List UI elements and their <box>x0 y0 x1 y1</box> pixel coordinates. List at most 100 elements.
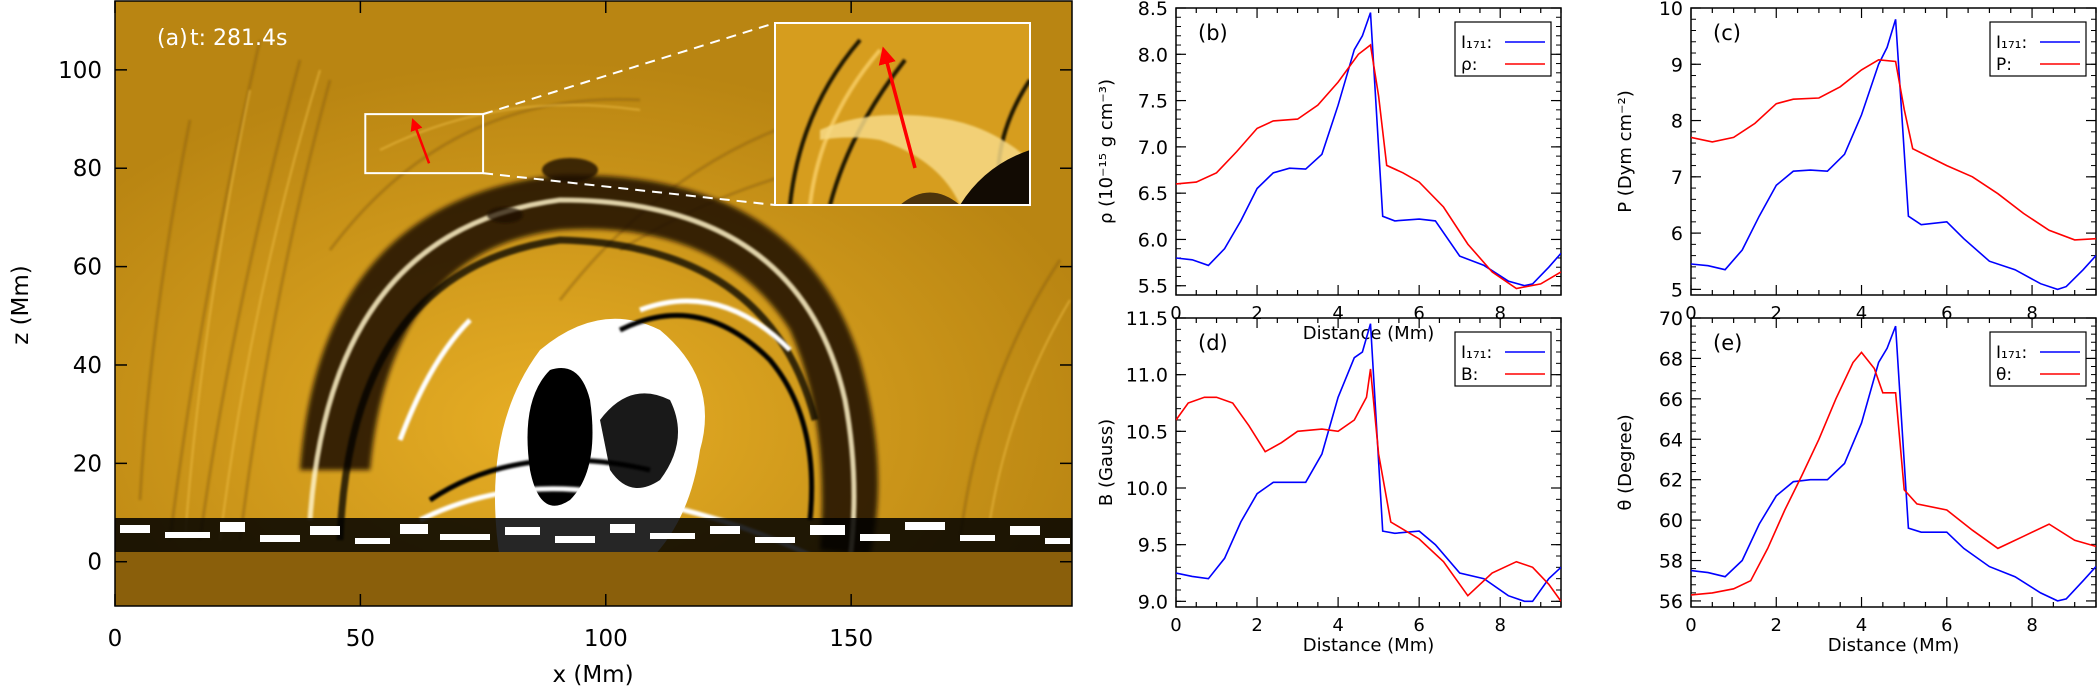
panel-d-xtick-label: 0 <box>1170 615 1181 636</box>
panel-d-ytick-label: 10.5 <box>1126 421 1168 443</box>
panel-b-ytick-label: 6.5 <box>1138 183 1168 205</box>
panel-b-ylabel: ρ (10⁻¹⁵ g cm⁻³) <box>1096 79 1117 224</box>
panel-d-ytick-label: 10.0 <box>1126 478 1168 500</box>
panel-b-ytick-label: 7.5 <box>1138 91 1168 113</box>
panel-e-series-i171-line <box>1691 325 2096 602</box>
panel-c-legend-box <box>1989 21 2087 77</box>
panel-b-legend-box <box>1454 21 1552 77</box>
panel-d-ytick-label: 11.0 <box>1126 365 1168 387</box>
panel-e-ylabel: θ (Degree) <box>1615 414 1636 510</box>
panel-c-ytick-label: 8 <box>1671 111 1683 133</box>
panel-e-xtick-label: 2 <box>1771 615 1782 636</box>
panel-c-xtick-label: 4 <box>1856 303 1867 324</box>
panel-e-ytick-label: 56 <box>1659 591 1683 613</box>
panel-b-xtick-label: 4 <box>1332 303 1343 324</box>
panel-b-ytick-label: 5.5 <box>1138 276 1168 298</box>
panel-b-series-i171-line <box>1176 12 1561 287</box>
panel-d-label: (d) <box>1198 331 1228 355</box>
panel-a-ytick-label: 0 <box>87 550 102 576</box>
panel-b-xtick-label: 6 <box>1413 303 1424 324</box>
panel-c-series-group <box>1691 19 2096 291</box>
panel-e-xlabel: Distance (Mm) <box>1828 635 1960 656</box>
zoom-connector-bottom <box>482 172 776 206</box>
panel-d-xtick-label: 6 <box>1413 615 1424 636</box>
panel-a-ylabel: z (Mm) <box>8 265 34 345</box>
panel-c-ytick-label: 6 <box>1671 223 1683 245</box>
panel-d-series-i171-line <box>1176 323 1561 603</box>
panel-b-legend-label: ρ: <box>1461 55 1478 75</box>
panel-e-ytick-label: 64 <box>1659 429 1683 451</box>
panel-a-ytick-label: 80 <box>73 156 102 182</box>
panel-b-frame <box>1175 7 1562 296</box>
panel-d-xlabel: Distance (Mm) <box>1303 635 1435 656</box>
panel-e-xtick-label: 0 <box>1685 615 1696 636</box>
zoom-box <box>364 113 485 175</box>
panel-a-xtick-label: 50 <box>346 626 375 652</box>
panel-c-ytick-label: 5 <box>1671 279 1683 301</box>
panel-a: (a) t: 281.4s 0 50 100 150 0 20 40 60 80 100 x (M… <box>8 0 1073 688</box>
zoom-inset-frame <box>774 22 1031 206</box>
panel-e-legend-box <box>1989 331 2087 387</box>
zoom-inset-arrow <box>878 46 917 169</box>
panel-d: 0 2 4 6 8 9.0 9.5 10.0 10.5 11.0 11.5 I₁₇₁:B: (d) Dis… <box>1096 308 1562 656</box>
panel-b-series-group <box>1176 12 1561 290</box>
panel-b: 0 2 4 6 85.56.06.57.07.58.08.5I₁₇₁:ρ:(b)Dist… <box>1096 0 1562 344</box>
panel-c-legend-label: P: <box>1996 55 2012 75</box>
panel-c-legend-label: I₁₇₁: <box>1996 33 2027 53</box>
panel-d-frame <box>1175 317 1562 608</box>
panel-b-xtick-label: 2 <box>1251 303 1262 324</box>
panel-e-ytick-label: 62 <box>1659 470 1683 492</box>
panel-a-ytick-label: 60 <box>73 255 102 281</box>
panel-d-ytick-label: 11.5 <box>1126 308 1168 330</box>
panel-e-xtick-label: 4 <box>1856 615 1867 636</box>
panel-b-xtick-label: 8 <box>1494 303 1505 324</box>
panel-e-legend-label: θ: <box>1996 365 2012 385</box>
panel-b-series-param-line <box>1176 43 1561 290</box>
panel-d-series-param-line <box>1176 368 1561 602</box>
panel-c-xtick-label: 6 <box>1941 303 1952 324</box>
panel-a-ytick-label: 40 <box>73 353 102 379</box>
panel-a-xtick-label: 100 <box>584 626 628 652</box>
panel-a-xtick-label: 0 <box>108 626 123 652</box>
panel-c-ytick-label: 7 <box>1671 167 1683 189</box>
panel-c: 0 2 4 6 8 5 6 7 8 9 10 I₁₇₁:P: (c) P (Dym cm⁻²) <box>1615 0 2097 324</box>
panel-d-xtick-label: 2 <box>1251 615 1262 636</box>
panel-e-ytick-label: 68 <box>1659 348 1683 370</box>
panel-a-ytick-label: 20 <box>73 451 102 477</box>
panel-c-frame <box>1690 7 2097 296</box>
panel-e-ytick-label: 70 <box>1659 308 1683 330</box>
panel-a-frame <box>114 0 1073 607</box>
panel-a-xlabel: x (Mm) <box>552 662 633 688</box>
panel-a-ytick-label: 100 <box>58 58 102 84</box>
panel-a-axes: 0 50 100 150 0 20 40 60 80 100 <box>58 1 1072 652</box>
panel-c-ytick-label: 9 <box>1671 54 1683 76</box>
zoom-inset <box>774 22 1031 206</box>
panel-e-label: (e) <box>1713 331 1742 355</box>
panel-e-ytick-label: 58 <box>1659 551 1683 573</box>
panel-c-ylabel: P (Dym cm⁻²) <box>1615 90 1636 213</box>
slit-arrow <box>410 118 431 164</box>
panel-a-xtick-label: 150 <box>829 626 873 652</box>
panel-b-xtick-label: 0 <box>1170 303 1181 324</box>
panel-b-ytick-label: 6.0 <box>1138 229 1168 251</box>
panel-c-series-param-line <box>1691 58 2096 241</box>
panel-c-xtick-label: 2 <box>1771 303 1782 324</box>
panel-b-legend-label: I₁₇₁: <box>1461 33 1492 53</box>
panel-e-xtick-label: 8 <box>2026 615 2037 636</box>
panel-e-series-group <box>1691 325 2096 602</box>
panel-b-ytick-label: 7.0 <box>1138 137 1168 159</box>
panel-e-series-param-line <box>1691 351 2096 596</box>
panel-e-xtick-label: 6 <box>1941 615 1952 636</box>
panel-d-legend-label: B: <box>1461 365 1478 385</box>
panel-d-xtick-label: 4 <box>1332 615 1343 636</box>
panel-d-xtick-label: 8 <box>1494 615 1505 636</box>
panel-c-xtick-label: 0 <box>1685 303 1696 324</box>
panel-c-ytick-label: 10 <box>1659 0 1683 20</box>
panel-b-ytick-label: 8.0 <box>1138 44 1168 66</box>
panel-d-series-group <box>1176 323 1561 603</box>
panel-a-time-label: t: 281.4s <box>190 26 287 51</box>
panel-d-legend-box <box>1454 331 1552 387</box>
panel-e-legend-label: I₁₇₁: <box>1996 343 2027 363</box>
line-panels: 0 2 4 6 85.56.06.57.07.58.08.5I₁₇₁:ρ:(b)Dist… <box>1096 0 2097 656</box>
